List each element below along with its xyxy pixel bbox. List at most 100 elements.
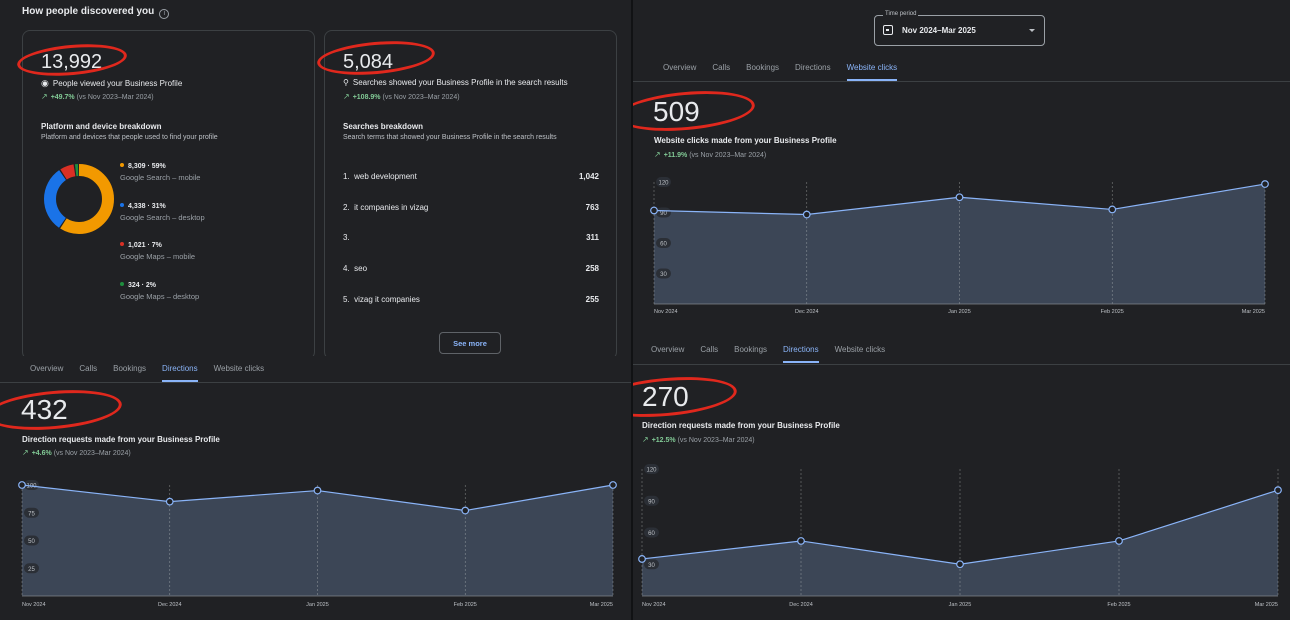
trend-percent: +108.9% xyxy=(352,94,381,101)
x-tick-label: Mar 2025 xyxy=(590,602,613,608)
data-point xyxy=(1274,486,1282,495)
tab-directions[interactable]: Directions xyxy=(162,364,198,382)
trend-percent: +49.7% xyxy=(50,94,75,101)
time-period-select[interactable]: Time period Nov 2024–Mar 2025 xyxy=(874,11,1045,46)
legend-label: Google Maps – desktop xyxy=(120,292,200,301)
search-term-text: it companies in vizag xyxy=(354,203,429,212)
tab-bookings[interactable]: Bookings xyxy=(113,364,147,373)
x-tick-label: Feb 2025 xyxy=(454,602,477,608)
search-term-row: 2. it companies in vizag 763 xyxy=(343,203,599,212)
directions-chart-right: 30 60 90 120 Nov 2024 Dec 2024 Jan 2025 Feb 202… xyxy=(638,464,1282,608)
tab-directions[interactable]: Directions xyxy=(795,63,831,72)
search-term-rank: 5. xyxy=(343,295,350,304)
searches-label: ⚲ Searches showed your Business Profile i… xyxy=(343,78,568,87)
time-period-legend: Time period xyxy=(883,11,919,17)
tab-directions[interactable]: Directions xyxy=(783,345,819,363)
y-tick-label: 60 xyxy=(648,531,655,537)
data-point xyxy=(802,210,811,219)
metric-tabs: Overview Calls Bookings Directions Websi… xyxy=(663,63,913,81)
data-point xyxy=(1115,537,1123,545)
directions-total: 432 xyxy=(21,394,68,425)
metric-tabs: Overview Calls Bookings Directions Websi… xyxy=(651,345,901,363)
profile-views-card: 13,992 ◉ People viewed your Business Prof… xyxy=(15,30,315,356)
section-title: How people discovered you i xyxy=(22,6,170,19)
platform-description: Platform and devices that people used to… xyxy=(41,134,218,141)
legend-dot xyxy=(120,203,124,207)
platform-legend-item: 4,338 · 31% Google Search – desktop xyxy=(120,203,205,222)
data-point xyxy=(956,560,964,569)
data-point xyxy=(461,506,470,515)
search-term-rank: 1. xyxy=(343,172,350,181)
tab-calls[interactable]: Calls xyxy=(79,364,98,373)
tab-bookings[interactable]: Bookings xyxy=(746,63,780,72)
legend-value: 8,309 · 59% xyxy=(128,163,166,170)
trending-up-icon: ↗ xyxy=(654,150,661,159)
data-point xyxy=(797,537,805,545)
tab-calls[interactable]: Calls xyxy=(700,345,719,354)
y-tick-label: 30 xyxy=(648,563,655,569)
tab-calls[interactable]: Calls xyxy=(712,63,731,72)
trend-percent: +12.5% xyxy=(651,437,676,444)
y-tick-pill xyxy=(644,559,659,570)
search-term-text: seo xyxy=(354,264,368,273)
profile-views-label-text: People viewed your Business Profile xyxy=(52,79,183,88)
x-tick-label: Dec 2024 xyxy=(795,309,819,315)
search-term-count: 255 xyxy=(585,295,599,304)
info-icon[interactable]: i xyxy=(159,9,170,19)
search-term-rank: 3. xyxy=(343,233,350,242)
section-title-text: How people discovered you xyxy=(22,6,155,17)
data-point xyxy=(638,555,646,563)
x-tick-label: Nov 2024 xyxy=(654,309,678,315)
y-tick-pill xyxy=(656,207,671,218)
trend-percent: +11.9% xyxy=(663,152,688,159)
y-tick-label: 120 xyxy=(658,181,669,187)
directions-trend: ↗ +12.5% (vs Nov 2023–Mar 2024) xyxy=(642,435,755,444)
tab-overview[interactable]: Overview xyxy=(651,345,685,354)
search-term-count: 763 xyxy=(585,203,599,212)
y-tick-label: 30 xyxy=(660,272,667,278)
tab-bookings[interactable]: Bookings xyxy=(734,345,768,354)
search-term-text: web development xyxy=(354,172,417,181)
profile-views-label: ◉ People viewed your Business Profile xyxy=(41,78,182,89)
trend-note: (vs Nov 2023–Mar 2024) xyxy=(382,94,460,101)
y-tick-pill xyxy=(656,177,671,187)
profile-views-value: 13,992 xyxy=(41,51,103,73)
x-tick-label: Jan 2025 xyxy=(306,602,329,608)
search-term-row: 1. web development 1,042 xyxy=(343,172,599,181)
highlight-circle xyxy=(315,36,437,80)
legend-label: Google Search – desktop xyxy=(120,213,205,222)
platform-legend-item: 8,309 · 59% Google Search – mobile xyxy=(120,163,200,182)
x-tick-label: Feb 2025 xyxy=(1101,309,1124,315)
trend-note: (vs Nov 2023–Mar 2024) xyxy=(76,94,154,101)
trending-up-icon: ↗ xyxy=(343,92,350,101)
search-icon: ⚲ xyxy=(343,78,349,87)
y-tick-pill xyxy=(24,535,39,546)
tabs-divider xyxy=(633,81,1290,82)
legend-value: 1,021 · 7% xyxy=(128,242,162,249)
tab-website-clicks[interactable]: Website clicks xyxy=(846,63,898,81)
legend-value: 324 · 2% xyxy=(128,282,157,289)
see-more-button[interactable]: See more xyxy=(439,332,501,354)
tabs-divider xyxy=(633,364,1290,365)
website-clicks-trend: ↗ +11.9% (vs Nov 2023–Mar 2024) xyxy=(654,150,766,159)
searches-card: 5,084 ⚲ Searches showed your Business Pro… xyxy=(315,30,617,356)
time-period-value: Nov 2024–Mar 2025 xyxy=(902,26,976,35)
tab-website-clicks[interactable]: Website clicks xyxy=(834,345,886,354)
website-clicks-caption: Website clicks made from your Business P… xyxy=(654,136,837,145)
y-tick-pill xyxy=(24,563,39,574)
y-tick-label: 75 xyxy=(28,511,35,517)
website-clicks-panel: Time period Nov 2024–Mar 2025 Overview C… xyxy=(633,0,1290,333)
data-point xyxy=(165,497,174,506)
data-point xyxy=(18,481,26,489)
y-tick-label: 90 xyxy=(648,499,655,505)
search-term-count: 258 xyxy=(585,264,599,273)
platform-legend-item: 324 · 2% Google Maps – desktop xyxy=(120,282,199,301)
tab-website-clicks[interactable]: Website clicks xyxy=(213,364,265,373)
x-tick-label: Mar 2025 xyxy=(1255,602,1278,608)
data-point xyxy=(650,206,658,215)
directions-panel-right: Overview Calls Bookings Directions Websi… xyxy=(633,333,1290,620)
tab-overview[interactable]: Overview xyxy=(663,63,697,72)
search-term-row: 3. 311 xyxy=(343,233,599,242)
tab-overview[interactable]: Overview xyxy=(30,364,64,373)
searches-breakdown-description: Search terms that showed your Business P… xyxy=(343,134,557,141)
